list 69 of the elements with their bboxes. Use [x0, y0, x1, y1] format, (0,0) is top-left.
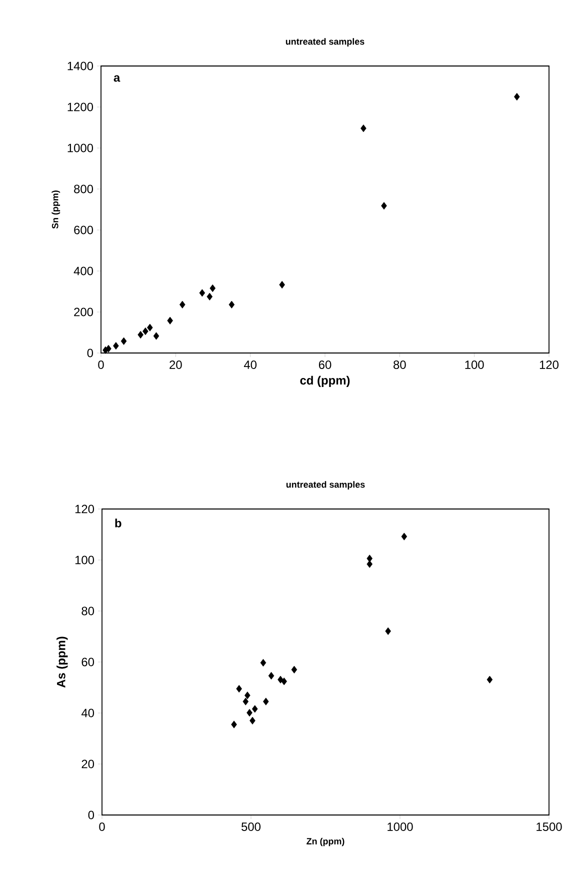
- x-tick-label: 0: [98, 360, 104, 369]
- point: [486, 676, 493, 684]
- x-axis-title: cd (ppm): [300, 376, 350, 387]
- y-tick-label: 60: [82, 658, 94, 666]
- point: [268, 672, 274, 680]
- point: [120, 337, 127, 345]
- point: [281, 678, 287, 686]
- y-tick-label: 120: [75, 504, 94, 514]
- point: [179, 300, 186, 308]
- x-tick-label: 100: [465, 360, 484, 369]
- point: [250, 716, 256, 724]
- y-tick-label: 600: [74, 226, 94, 234]
- x-tick-label: 0: [99, 822, 105, 831]
- x-tick-label: 60: [318, 360, 332, 369]
- point: [279, 280, 285, 289]
- x-axis-title: Zn (ppm): [306, 838, 344, 846]
- y-tick-label: 0: [87, 348, 94, 358]
- point: [263, 698, 269, 706]
- x-tick-label: 1000: [388, 822, 413, 831]
- x-tick-label: 500: [242, 822, 261, 831]
- y-tick-label: 1400: [68, 62, 94, 70]
- point: [291, 666, 298, 674]
- y-tick-label: 800: [74, 184, 94, 194]
- y-axis-title: Sn (ppm): [52, 190, 60, 229]
- y-tick-label: 80: [82, 606, 94, 616]
- y-tick-label: 200: [74, 308, 94, 316]
- y-tick-label: 100: [75, 556, 94, 564]
- y-tick-label: 400: [74, 266, 94, 276]
- x-tick-label: 80: [394, 360, 406, 369]
- point: [514, 92, 520, 101]
- chart-title: untreated samples: [286, 481, 365, 490]
- point: [228, 300, 235, 308]
- annotation: b: [115, 518, 122, 528]
- point: [142, 327, 148, 336]
- x-tick-label: 1500: [536, 822, 562, 831]
- point: [385, 627, 391, 635]
- point: [246, 708, 252, 717]
- point: [167, 316, 173, 324]
- y-tick-label: 20: [82, 760, 94, 768]
- point: [147, 324, 153, 332]
- point: [278, 676, 284, 684]
- y-tick-label: 0: [88, 810, 94, 820]
- y-axis-title: As (ppm): [56, 636, 68, 688]
- point: [206, 292, 213, 300]
- point: [138, 330, 144, 339]
- x-tick-label: 120: [540, 360, 559, 369]
- point: [210, 284, 216, 292]
- y-tick-label: 1000: [68, 144, 94, 152]
- point: [252, 705, 258, 713]
- point: [366, 554, 373, 562]
- point: [260, 658, 266, 667]
- x-tick-label: 20: [170, 360, 182, 369]
- point: [242, 698, 249, 706]
- x-tick-label: 40: [244, 360, 257, 369]
- point: [102, 346, 108, 354]
- annotation: a: [114, 75, 120, 82]
- chart-title: untreated samples: [286, 38, 364, 46]
- y-tick-label: 1200: [68, 102, 94, 112]
- point: [244, 692, 250, 700]
- point: [366, 560, 373, 568]
- point: [199, 289, 206, 297]
- point: [236, 684, 242, 693]
- point: [381, 202, 387, 210]
- point: [401, 532, 408, 540]
- point: [231, 720, 237, 728]
- point: [113, 342, 119, 350]
- point: [360, 124, 366, 132]
- point: [153, 332, 160, 340]
- y-tick-label: 40: [81, 708, 94, 718]
